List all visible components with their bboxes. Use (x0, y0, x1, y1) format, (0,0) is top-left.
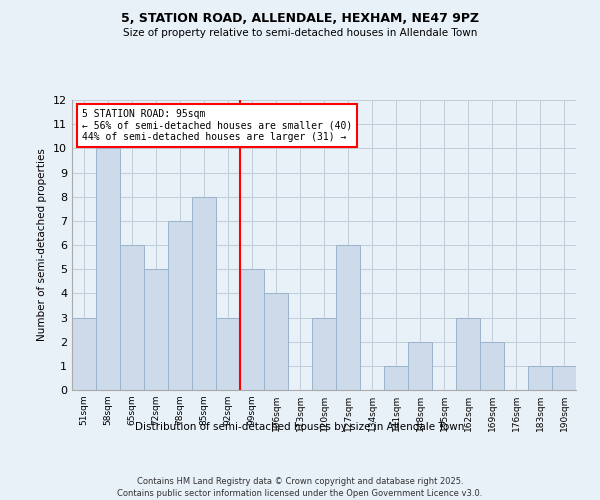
Bar (456, 318, 480, 390)
Bar (336, 245, 360, 390)
Bar (408, 342, 432, 390)
Bar (480, 342, 504, 390)
Bar (240, 269, 264, 390)
Bar (144, 269, 168, 390)
Bar (168, 221, 192, 390)
Text: Contains HM Land Registry data © Crown copyright and database right 2025.: Contains HM Land Registry data © Crown c… (137, 478, 463, 486)
Text: 5, STATION ROAD, ALLENDALE, HEXHAM, NE47 9PZ: 5, STATION ROAD, ALLENDALE, HEXHAM, NE47… (121, 12, 479, 26)
Bar (96, 148, 120, 390)
Text: Distribution of semi-detached houses by size in Allendale Town: Distribution of semi-detached houses by … (136, 422, 464, 432)
Bar (312, 318, 336, 390)
Text: Size of property relative to semi-detached houses in Allendale Town: Size of property relative to semi-detach… (123, 28, 477, 38)
Bar (216, 318, 240, 390)
Bar (264, 294, 288, 390)
Bar (528, 366, 552, 390)
Bar (384, 366, 408, 390)
Bar (120, 245, 144, 390)
Text: 5 STATION ROAD: 95sqm
← 56% of semi-detached houses are smaller (40)
44% of semi: 5 STATION ROAD: 95sqm ← 56% of semi-deta… (82, 108, 352, 142)
Bar (552, 366, 576, 390)
Text: Contains public sector information licensed under the Open Government Licence v3: Contains public sector information licen… (118, 489, 482, 498)
Bar (72, 318, 96, 390)
Bar (192, 196, 216, 390)
Y-axis label: Number of semi-detached properties: Number of semi-detached properties (37, 148, 47, 342)
